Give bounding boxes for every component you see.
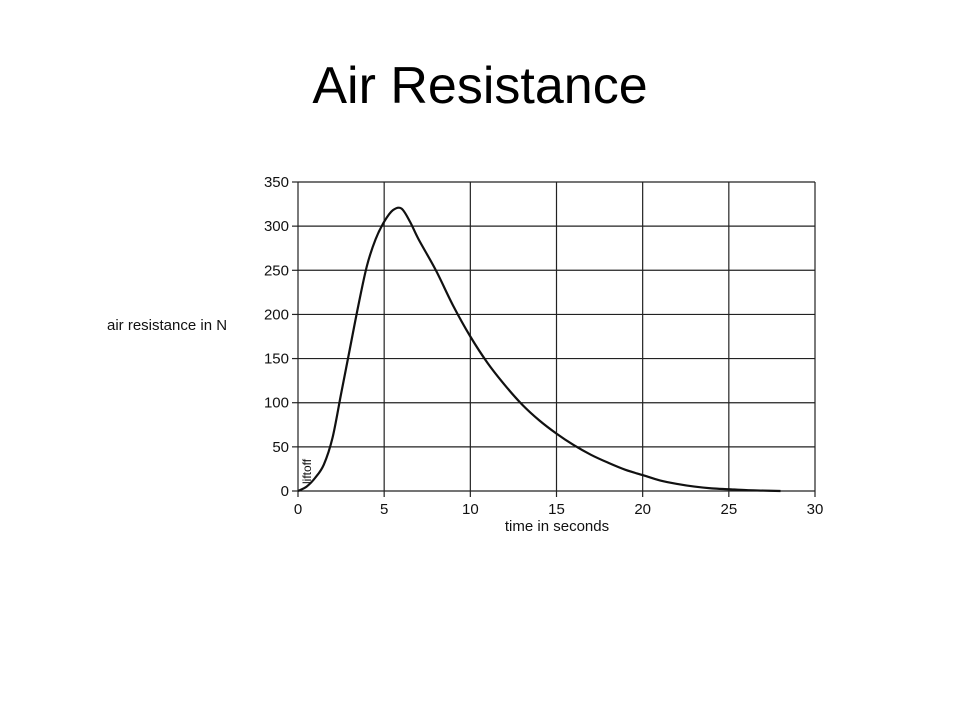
x-axis-label: time in seconds bbox=[505, 518, 609, 535]
y-tick-label: 0 bbox=[281, 483, 289, 500]
y-tick-label: 250 bbox=[264, 262, 289, 279]
y-tick-label: 300 bbox=[264, 218, 289, 235]
y-tick-label: 350 bbox=[264, 174, 289, 191]
slide-title: Air Resistance bbox=[312, 57, 648, 115]
x-tick-label: 0 bbox=[294, 501, 302, 518]
y-tick-label: 200 bbox=[264, 306, 289, 323]
x-tick-label: 10 bbox=[462, 501, 479, 518]
y-axis-label: air resistance in N bbox=[107, 317, 227, 334]
x-tick-label: 15 bbox=[548, 501, 565, 518]
x-tick-label: 30 bbox=[807, 501, 824, 518]
liftoff-annotation: liftoff bbox=[300, 458, 314, 484]
y-tick-label: 150 bbox=[264, 351, 289, 368]
x-tick-label: 5 bbox=[380, 501, 388, 518]
y-tick-label: 100 bbox=[264, 395, 289, 412]
chart-grid bbox=[297, 181, 816, 492]
chart-series bbox=[297, 206, 781, 493]
air-resistance-series-line bbox=[297, 206, 781, 493]
x-tick-label: 25 bbox=[720, 501, 737, 518]
x-tick-label: 20 bbox=[634, 501, 651, 518]
y-tick-label: 50 bbox=[272, 439, 289, 456]
